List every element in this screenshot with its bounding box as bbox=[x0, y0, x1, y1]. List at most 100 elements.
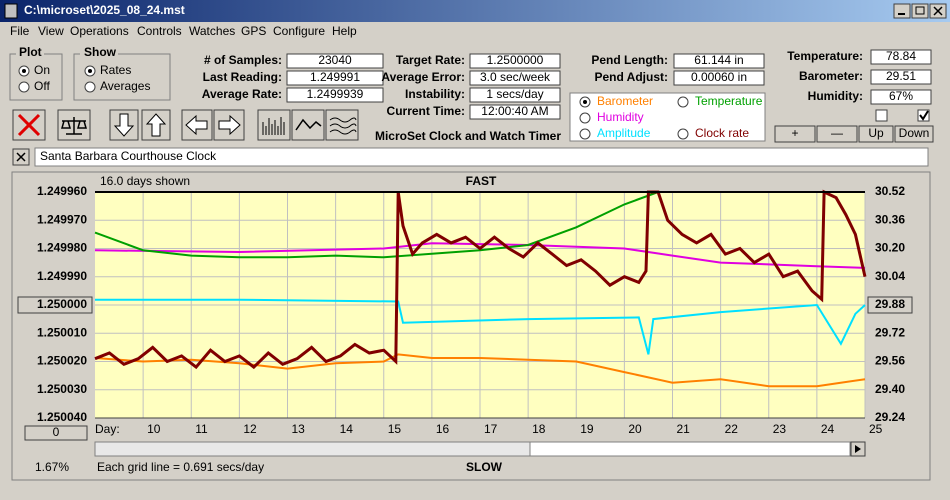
field-value: 61.144 in bbox=[694, 53, 743, 67]
radio[interactable] bbox=[18, 81, 30, 93]
offset-label: 0 bbox=[53, 425, 60, 439]
adjust-buttons: + — Up Down bbox=[774, 125, 934, 143]
offset-button[interactable] bbox=[24, 425, 88, 441]
checkbox[interactable] bbox=[917, 109, 930, 122]
trace-option: Humidity bbox=[597, 110, 644, 124]
y-tick-label: 1.249970 bbox=[37, 212, 87, 226]
minimize[interactable] bbox=[893, 3, 911, 19]
y2-tick-label: 30.04 bbox=[875, 269, 905, 283]
radio-dot bbox=[88, 69, 92, 73]
group-label: Show bbox=[84, 45, 117, 59]
menu-item[interactable]: View bbox=[38, 24, 64, 38]
percent: 1.67% bbox=[35, 460, 69, 474]
field-box bbox=[870, 69, 932, 85]
fast-label: FAST bbox=[466, 174, 497, 188]
field-value: 1.2499939 bbox=[307, 87, 364, 101]
trace-option: Amplitude bbox=[597, 126, 651, 140]
y-tick-label: 1.249960 bbox=[37, 184, 87, 198]
field-label: Current Time: bbox=[387, 104, 465, 118]
field-box bbox=[673, 70, 765, 86]
group-label: Plot bbox=[19, 45, 42, 59]
trace-selector bbox=[569, 92, 766, 142]
x-tick-label: 11 bbox=[195, 422, 208, 436]
field-box bbox=[286, 87, 384, 103]
field-label: Average Error: bbox=[381, 70, 465, 84]
series-line bbox=[95, 298, 866, 355]
field-value: 1.249991 bbox=[310, 70, 360, 84]
arrow-glyph bbox=[855, 445, 861, 453]
trace-option: Barometer bbox=[597, 94, 653, 108]
y2-tick-label: 30.36 bbox=[875, 212, 905, 226]
readouts: # of Samples: 23040 Last Reading: 1.249991 A… bbox=[202, 49, 932, 120]
y-tick-label: 1.250030 bbox=[37, 382, 87, 396]
menu-item[interactable]: Configure bbox=[273, 24, 325, 38]
title-bar bbox=[0, 0, 950, 22]
x-tick-label: 14 bbox=[340, 422, 354, 436]
y2-tick-label: 29.56 bbox=[875, 354, 905, 368]
footnote: Each grid line = 0.691 secs/day bbox=[97, 460, 264, 474]
y2-button[interactable] bbox=[867, 296, 913, 314]
field-value: 12:00:40 AM bbox=[481, 104, 548, 118]
radio-dot bbox=[583, 100, 587, 104]
maximize[interactable] bbox=[911, 3, 929, 19]
x-tick-label: 21 bbox=[677, 422, 691, 436]
check bbox=[919, 110, 929, 121]
y2-tick-label: 30.20 bbox=[875, 241, 905, 255]
radio-dot bbox=[22, 69, 26, 73]
clock-name-field[interactable] bbox=[34, 147, 929, 167]
menu-item[interactable]: GPS bbox=[241, 24, 266, 38]
field-box bbox=[286, 53, 384, 69]
scroll-thumb[interactable] bbox=[529, 441, 851, 457]
series-line bbox=[94, 353, 866, 388]
menu-item[interactable]: Controls bbox=[137, 24, 182, 38]
radio[interactable] bbox=[84, 81, 96, 93]
field-value: 1.2500000 bbox=[487, 53, 544, 67]
menu-item[interactable]: Help bbox=[332, 24, 357, 38]
x-tick-label: 10 bbox=[147, 422, 161, 436]
field-label: Last Reading: bbox=[203, 70, 282, 84]
adjust-button[interactable] bbox=[816, 125, 858, 143]
window-title: C:\microset\2025_08_24.mst bbox=[24, 3, 185, 17]
button-label: Down bbox=[899, 126, 930, 140]
rate-button[interactable] bbox=[17, 296, 93, 314]
radio[interactable] bbox=[579, 128, 591, 140]
field-value: 78.84 bbox=[886, 49, 916, 63]
checkbox[interactable] bbox=[875, 109, 888, 122]
chart: 10 11 12 13 14 15 16 17 18 19 20 21 22 23 24 25 1.249960… bbox=[17, 174, 913, 474]
menu-item[interactable]: Operations bbox=[70, 24, 129, 38]
x-label: Day: bbox=[95, 422, 120, 436]
menu-item[interactable]: File bbox=[10, 24, 30, 38]
adjust-button[interactable] bbox=[894, 125, 934, 143]
field-value: 3.0 sec/week bbox=[480, 70, 551, 84]
field-label: Pend Length: bbox=[591, 53, 668, 67]
x-tick-label: 18 bbox=[532, 422, 546, 436]
adjust-button[interactable] bbox=[858, 125, 894, 143]
y2-tick-label: 29.40 bbox=[875, 382, 905, 396]
x-tick-label: 20 bbox=[628, 422, 642, 436]
series-line bbox=[94, 189, 867, 370]
trace-option: Clock rate bbox=[695, 126, 749, 140]
field-label: Target Rate: bbox=[396, 53, 465, 67]
x-tick-label: 25 bbox=[869, 422, 883, 436]
radio[interactable] bbox=[579, 112, 591, 124]
x-tick-label: 23 bbox=[773, 422, 787, 436]
field-box bbox=[469, 70, 561, 86]
y-tick-label: 1.250020 bbox=[37, 354, 87, 368]
field-box bbox=[870, 49, 932, 65]
x-tick-label: 24 bbox=[821, 422, 835, 436]
field-label: Humidity: bbox=[808, 89, 863, 103]
radio[interactable] bbox=[677, 128, 689, 140]
app-title: MicroSet Clock and Watch Timer bbox=[375, 129, 561, 143]
field-box bbox=[469, 87, 561, 103]
toolbar bbox=[12, 109, 359, 141]
field-value: 29.51 bbox=[886, 69, 916, 83]
y2-tick-label: 30.52 bbox=[875, 184, 905, 198]
adjust-button[interactable] bbox=[774, 125, 816, 143]
series-line bbox=[94, 242, 866, 269]
window-buttons bbox=[893, 3, 947, 19]
radio[interactable] bbox=[677, 96, 689, 108]
field-label: # of Samples: bbox=[204, 53, 282, 67]
radio-label: Off bbox=[34, 79, 50, 93]
menu-item[interactable]: Watches bbox=[189, 24, 235, 38]
